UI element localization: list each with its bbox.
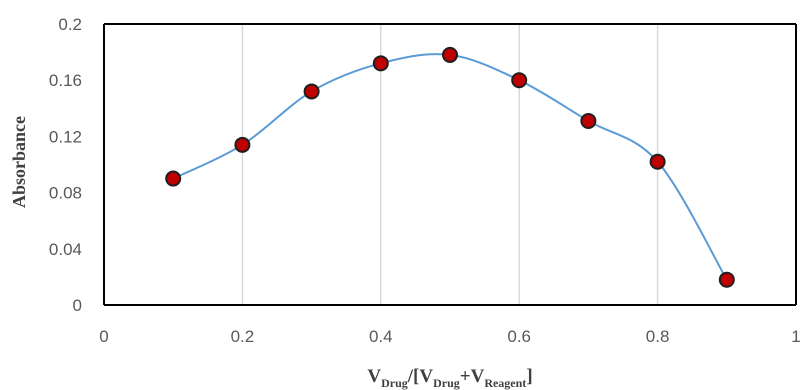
y-tick-label: 0.12 xyxy=(49,127,82,146)
axes xyxy=(103,23,797,306)
data-point xyxy=(303,83,320,100)
data-point xyxy=(511,72,528,89)
y-axis-title: Absorbance xyxy=(9,116,29,208)
x-tick-label: 0.4 xyxy=(369,327,393,346)
data-point xyxy=(234,136,251,153)
data-point xyxy=(718,271,735,288)
data-point xyxy=(580,112,597,129)
y-tick-label: 0.2 xyxy=(58,15,82,34)
x-tick-label: 0.2 xyxy=(231,327,255,346)
gridlines xyxy=(241,24,659,305)
series-line xyxy=(172,53,728,281)
x-tick-label: 0.6 xyxy=(507,327,531,346)
data-points xyxy=(165,46,735,288)
data-point xyxy=(165,170,182,187)
x-tick-label: 0.8 xyxy=(646,327,670,346)
x-tick-label: 0 xyxy=(99,327,108,346)
y-tick-label: 0.04 xyxy=(49,240,82,259)
x-tick-label: 1 xyxy=(791,327,800,346)
y-tick-label: 0 xyxy=(73,296,82,315)
y-tick-label: 0.16 xyxy=(49,71,82,90)
x-axis-title: VDrug/[VDrug+VReagent] xyxy=(367,366,532,390)
y-tick-labels: 0 0.04 0.08 0.12 0.16 0.2 xyxy=(49,15,82,315)
x-tick-labels: 0 0.2 0.4 0.6 0.8 1 xyxy=(99,327,800,346)
data-point xyxy=(442,46,458,63)
data-point xyxy=(649,153,666,170)
y-tick-label: 0.08 xyxy=(49,184,82,203)
data-point xyxy=(372,55,389,72)
